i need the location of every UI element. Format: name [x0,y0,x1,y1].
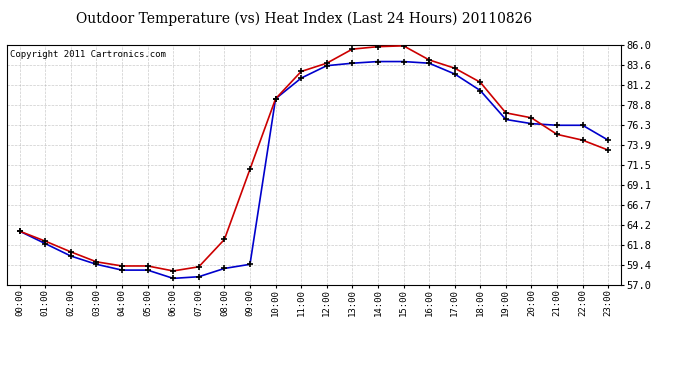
Text: Outdoor Temperature (vs) Heat Index (Last 24 Hours) 20110826: Outdoor Temperature (vs) Heat Index (Las… [75,11,532,26]
Text: Copyright 2011 Cartronics.com: Copyright 2011 Cartronics.com [10,50,166,59]
